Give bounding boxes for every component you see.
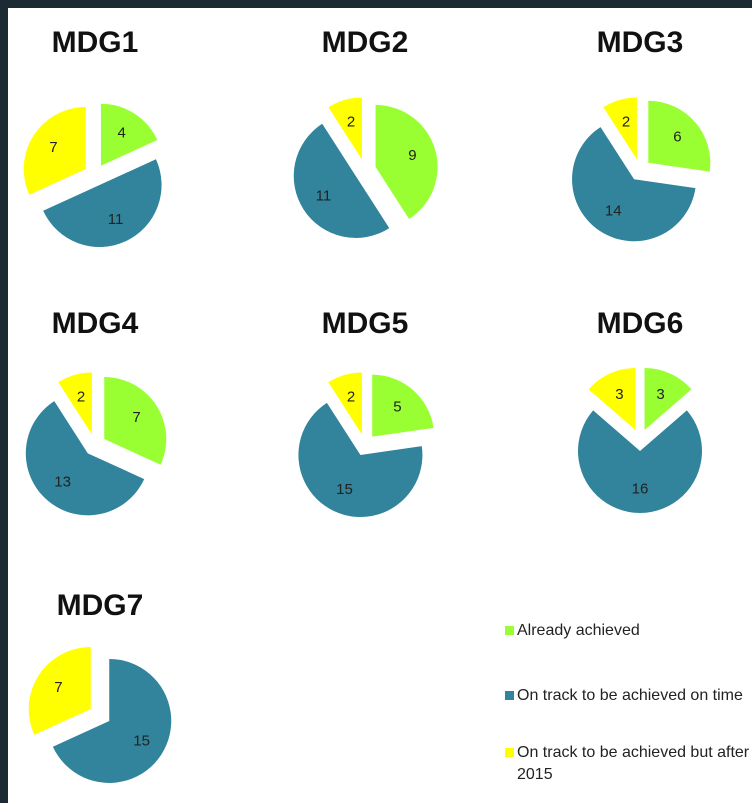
pie-slice: [578, 410, 703, 513]
pie-slice: [572, 127, 696, 242]
legend-label: On track to be achieved on time: [517, 687, 743, 704]
slice-label: 2: [347, 389, 355, 406]
legend-label: On track to be achieved but after 2015: [517, 744, 750, 783]
pie-slice: [298, 402, 423, 518]
slice-label: 11: [108, 211, 124, 228]
slice-label: 2: [622, 114, 630, 131]
slice-label: 15: [133, 733, 150, 750]
legend-swatch: [505, 691, 514, 700]
slice-label: 6: [673, 129, 681, 146]
slice-label: 16: [632, 480, 649, 497]
pie-slice: [372, 374, 434, 437]
pie-slice: [293, 123, 390, 238]
pie-title: MDG3: [597, 26, 684, 59]
slice-label: 9: [408, 147, 416, 164]
slice-label: 2: [77, 389, 85, 406]
pie-slice: [23, 107, 86, 195]
pie-title: MDG2: [322, 26, 409, 59]
legend-swatch: [505, 626, 514, 635]
slice-label: 11: [316, 188, 332, 205]
slice-label: 15: [336, 481, 353, 498]
pie-slice: [104, 377, 167, 465]
legend-swatch: [505, 748, 514, 757]
slice-label: 7: [132, 409, 140, 426]
slice-label: 7: [54, 679, 62, 696]
pie-slice: [28, 647, 91, 735]
pie-slice: [25, 401, 145, 516]
pie-slice: [375, 104, 438, 220]
pie-title: MDG1: [52, 26, 139, 59]
slice-label: 3: [656, 386, 664, 403]
pie-slice: [100, 103, 158, 166]
legend-entry: On track to be achieved but after 2015: [505, 742, 750, 786]
slice-label: 7: [49, 139, 57, 156]
legend-label: Already achieved: [517, 622, 640, 639]
slice-label: 3: [615, 386, 623, 403]
legend-entry: On track to be achieved on time: [505, 685, 750, 707]
slice-label: 2: [347, 114, 355, 131]
slice-label: 14: [605, 203, 622, 220]
pie-slice: [588, 367, 636, 430]
pie-title: MDG7: [57, 589, 144, 622]
pie-slice: [52, 658, 172, 783]
pie-slice: [328, 372, 362, 435]
pie-title: MDG6: [597, 307, 684, 340]
pie-slice: [644, 367, 692, 430]
slice-label: 13: [54, 473, 71, 490]
slice-label: 5: [393, 399, 401, 416]
pie-title: MDG5: [322, 307, 409, 340]
slice-label: 4: [118, 124, 126, 141]
pie-slice: [43, 159, 162, 248]
pie-slice: [603, 97, 637, 160]
pie-slice: [58, 372, 92, 435]
pie-slice: [648, 100, 711, 172]
legend-entry: Already achieved: [505, 620, 750, 642]
pie-slice: [328, 97, 362, 160]
pie-title: MDG4: [52, 307, 139, 340]
